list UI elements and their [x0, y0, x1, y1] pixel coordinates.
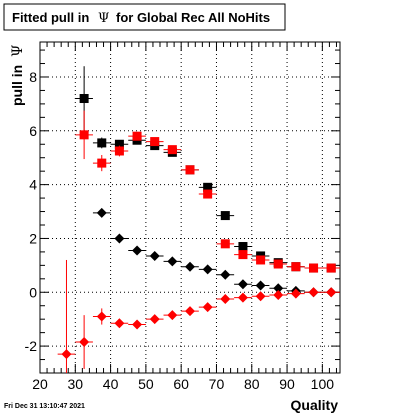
data-point-square	[114, 139, 124, 149]
data-point-diamond	[237, 279, 248, 290]
data-point-diamond	[114, 318, 125, 329]
y-tick-label: 6	[29, 123, 37, 139]
x-axis-label: Quality	[291, 397, 339, 413]
y-tick-label: 0	[29, 284, 37, 300]
chart-title: Fitted pull in Ψ for Global Rec All NoHi…	[12, 10, 270, 26]
footer-timestamp: Fri Dec 31 13:10:47 2021	[4, 403, 85, 410]
data-point-square	[185, 165, 195, 175]
data-point-square	[97, 138, 107, 148]
data-point-diamond	[290, 288, 301, 299]
x-axis-tick-labels: 20 30 40 50 60 70 80 90 100	[32, 376, 334, 392]
data-point-diamond	[185, 261, 195, 272]
data-point-square	[273, 259, 283, 269]
y-label-symbol: Ψ	[10, 45, 26, 57]
axis-ticks	[39, 42, 340, 374]
series-2-diamond	[92, 207, 340, 298]
data-point-diamond	[79, 337, 90, 348]
y-axis-tick-labels: -2 0 2 4 6 8	[25, 69, 38, 354]
y-tick-label: -2	[25, 338, 38, 354]
x-tick-label: 60	[173, 376, 189, 392]
data-point-square	[238, 242, 248, 252]
data-point-diamond	[167, 310, 178, 321]
chart-title-box: Fitted pull in Ψ for Global Rec All NoHi…	[3, 3, 286, 31]
data-point-diamond	[96, 311, 107, 322]
data-point-square	[220, 239, 230, 249]
x-tick-label: 80	[244, 376, 260, 392]
data-point-diamond	[220, 269, 231, 280]
y-tick-label: 4	[29, 177, 37, 193]
data-point-diamond	[185, 306, 195, 317]
title-frame	[3, 3, 286, 31]
data-point-square	[79, 94, 89, 104]
data-point-diamond	[61, 349, 72, 360]
data-point-diamond	[202, 302, 213, 313]
data-point-square	[132, 131, 142, 141]
data-point-diamond	[308, 287, 319, 298]
data-point-square	[114, 146, 124, 156]
data-point-diamond	[149, 250, 160, 261]
data-point-diamond	[202, 264, 213, 275]
data-point-diamond	[114, 233, 125, 244]
series-3-diamond	[57, 259, 340, 373]
data-point-square	[167, 145, 177, 155]
data-point-square	[97, 158, 107, 168]
data-point-square	[203, 182, 213, 192]
title-symbol: Ψ	[98, 11, 109, 26]
data-point-square	[79, 130, 89, 140]
x-tick-label: 20	[32, 376, 48, 392]
series-1-square	[75, 110, 340, 273]
data-point-diamond	[273, 289, 284, 300]
y-tick-label: 2	[29, 230, 37, 246]
data-point-square	[291, 262, 301, 272]
data-point-square	[220, 211, 230, 221]
plot-frame	[39, 41, 341, 374]
y-label-prefix: pull in	[9, 65, 25, 106]
plot-area	[39, 41, 341, 374]
data-point-diamond	[273, 283, 284, 294]
x-tick-label: 30	[68, 376, 84, 392]
data-point-diamond	[255, 291, 266, 302]
data-point-square	[256, 255, 266, 265]
data-series	[57, 66, 340, 373]
x-tick-label: 40	[103, 376, 119, 392]
y-tick-label: 8	[29, 69, 37, 85]
y-axis-label: pull in Ψ	[9, 45, 26, 106]
data-point-square	[203, 189, 213, 199]
data-point-diamond	[132, 319, 143, 330]
data-point-diamond	[132, 245, 143, 256]
data-point-diamond	[149, 314, 160, 325]
title-prefix: Fitted pull in	[12, 10, 89, 25]
data-point-diamond	[237, 292, 248, 303]
data-point-diamond	[96, 207, 107, 218]
data-point-diamond	[255, 280, 266, 291]
data-point-square	[309, 263, 319, 273]
data-point-diamond	[167, 256, 178, 267]
x-tick-label: 100	[311, 376, 335, 392]
data-point-square	[238, 250, 248, 260]
data-point-square	[150, 137, 160, 147]
x-tick-label: 50	[138, 376, 154, 392]
x-tick-label: 70	[209, 376, 225, 392]
data-point-diamond	[326, 287, 337, 298]
data-point-diamond	[220, 293, 231, 304]
data-point-square	[326, 263, 336, 273]
x-tick-label: 90	[279, 376, 295, 392]
title-suffix: for Global Rec All NoHits	[116, 10, 270, 25]
